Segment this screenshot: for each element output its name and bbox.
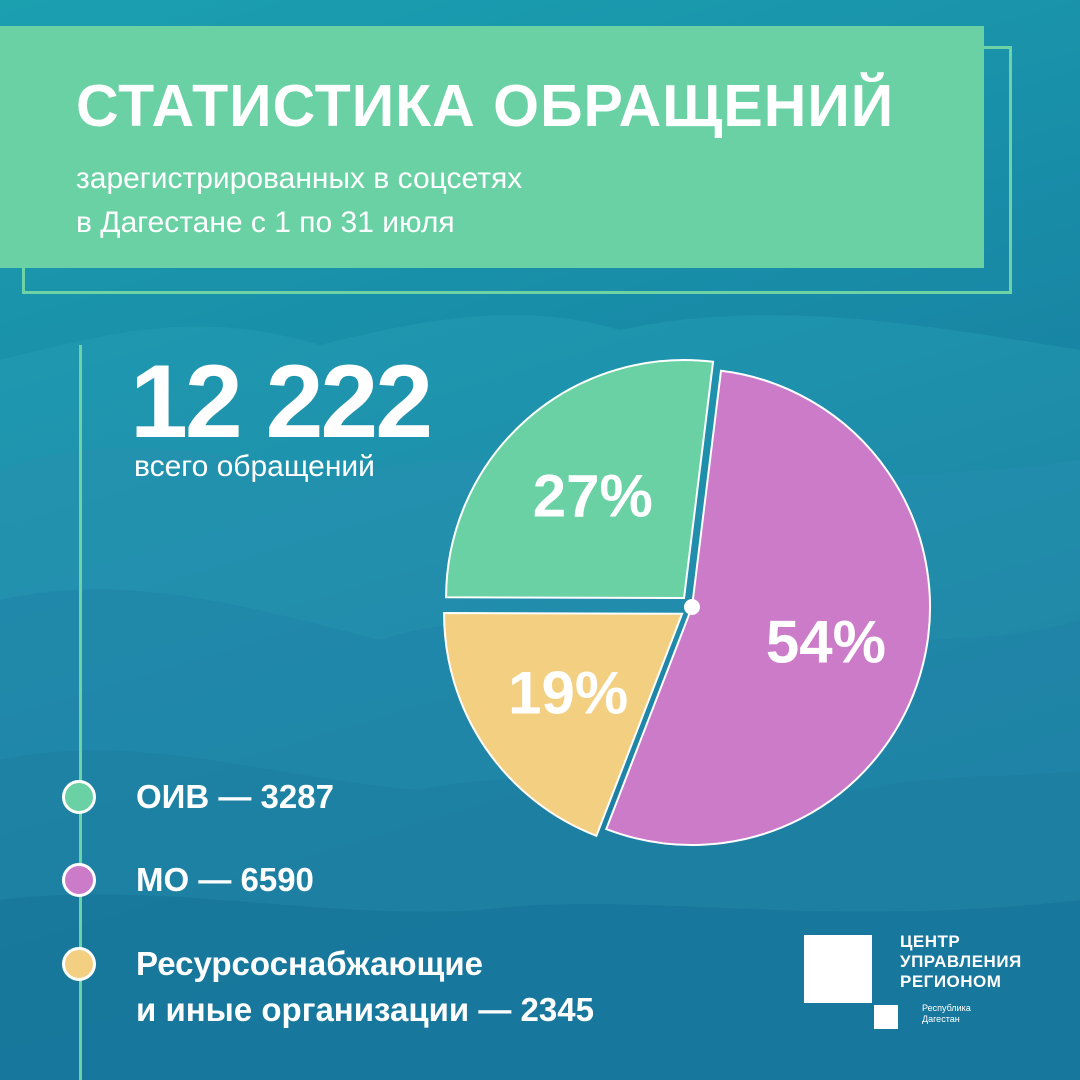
subtitle-line-2: в Дагестане с 1 по 31 июля bbox=[76, 206, 455, 239]
slice-label-mo: 54% bbox=[766, 609, 886, 676]
legend-item-oiv: ОИВ — 3287 bbox=[62, 778, 334, 820]
logo-line-1: ЦЕНТР bbox=[900, 932, 961, 951]
vertical-divider-line bbox=[79, 345, 82, 1080]
legend-label-mo: МО — 6590 bbox=[136, 861, 314, 898]
legend-label-resource-orgs: Ресурсоснабжающие и иные организации — 2… bbox=[136, 941, 594, 1033]
logo-text: ЦЕНТР УПРАВЛЕНИЯ РЕГИОНОМ bbox=[900, 932, 1022, 992]
slice-mo bbox=[604, 369, 931, 846]
slice-label-oiv: 27% bbox=[533, 462, 653, 529]
logo-line-3: РЕГИОНОМ bbox=[900, 972, 1002, 991]
legend-dot-oiv bbox=[62, 780, 96, 814]
logo-subtext: Республика Дагестан bbox=[922, 1003, 971, 1025]
page-subtitle: зарегистрированных в соцсетях в Дагестан… bbox=[76, 157, 522, 245]
page-title: СТАТИСТИКА ОБРАЩЕНИЙ bbox=[76, 73, 895, 139]
logo-line-2: УПРАВЛЕНИЯ bbox=[900, 952, 1022, 971]
logo-sub-line-2: Дагестан bbox=[922, 1014, 960, 1024]
logo-square-small bbox=[874, 1005, 898, 1029]
legend-dot-resource-orgs bbox=[62, 947, 96, 981]
total-count: 12 222 bbox=[130, 344, 433, 460]
slice-label-resource-orgs: 19% bbox=[508, 660, 628, 727]
legend-item-resource-orgs: Ресурсоснабжающие и иные организации — 2… bbox=[62, 945, 594, 1033]
legend-label-line-1: Ресурсоснабжающие bbox=[136, 945, 484, 982]
subtitle-line-1: зарегистрированных в соцсетях bbox=[76, 162, 523, 195]
pie-chart: 54% 19% 27% bbox=[443, 359, 931, 846]
logo-sub-line-1: Республика bbox=[922, 1003, 971, 1013]
header-banner bbox=[0, 26, 984, 268]
legend-label-line-2: и иные организации — 2345 bbox=[136, 991, 594, 1028]
legend-item-mo: МО — 6590 bbox=[62, 861, 314, 903]
total-count-label: всего обращений bbox=[134, 450, 375, 483]
legend-label-oiv: ОИВ — 3287 bbox=[136, 778, 334, 815]
slice-oiv bbox=[445, 359, 715, 600]
pie-center-dot bbox=[684, 599, 700, 615]
logo-square-large bbox=[804, 935, 872, 1003]
legend-dot-mo bbox=[62, 863, 96, 897]
slice-resource-orgs bbox=[443, 612, 684, 838]
